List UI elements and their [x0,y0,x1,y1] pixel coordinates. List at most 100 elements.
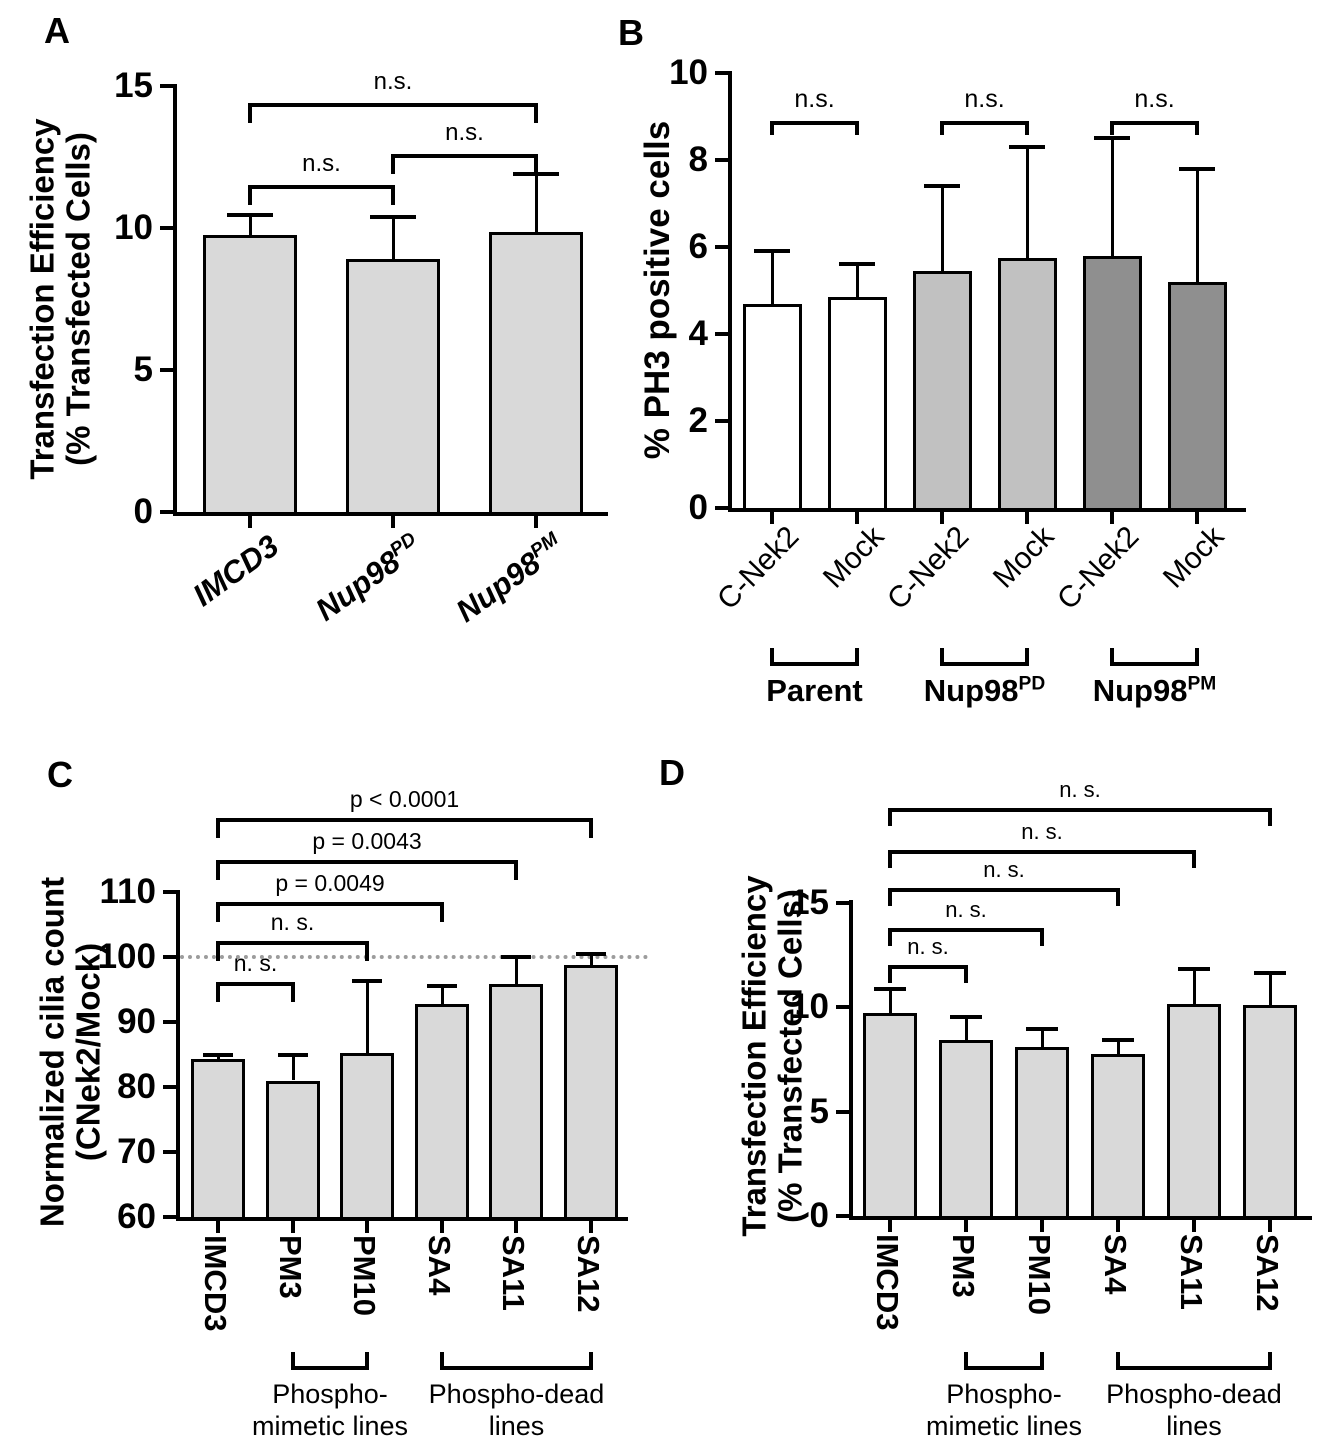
y-axis-line [728,71,732,512]
error-bar-cap [1026,1026,1058,1031]
error-bar-line [1192,969,1196,1004]
bar [827,297,887,511]
error-bar-line [391,216,395,260]
y-tick-label: 4 [688,314,708,353]
x-category-label: Nup98PM [450,528,563,629]
x-category-label: C-Nek2 [881,520,976,617]
x-category-label: C-Nek2 [1051,520,1146,617]
y-axis-line [173,84,177,516]
bar [1167,1003,1221,1219]
y-tick-label: 15 [790,882,829,922]
group-bracket [440,1352,593,1370]
bar [1015,1046,1069,1219]
error-bar-line [440,985,444,1005]
y-tick-label: 10 [114,208,153,247]
significance-label: p = 0.0043 [312,828,422,855]
error-bar-line [589,954,593,965]
y-tick [163,1215,176,1219]
error-bar-line [291,1055,295,1081]
superscript: PD [1018,673,1046,695]
significance-bracket [391,154,538,175]
x-category-label: Mock [987,520,1061,595]
x-category-label: IMCD3 [198,1235,233,1332]
significance-label: n.s. [964,84,1005,113]
error-bar-cap [427,983,457,988]
y-tick-label: 110 [99,872,156,911]
significance-bracket [888,808,1272,827]
y-tick-label: 5 [809,1091,829,1131]
panel-letter-a: A [44,10,70,51]
y-tick [163,955,176,959]
significance-label: n. s. [1059,777,1101,803]
significance-bracket [216,981,295,1002]
significance-label: n. s. [907,934,949,960]
x-tick [1110,512,1114,524]
bar [266,1080,320,1220]
group-bracket [1116,1352,1272,1370]
error-bar-line [365,981,369,1053]
x-tick [216,1221,220,1233]
significance-label: p = 0.0049 [275,869,385,896]
bar [939,1040,993,1219]
x-category-label: PM3 [273,1235,308,1299]
y-tick-label: 100 [97,937,156,976]
x-axis-line [176,1217,628,1221]
panel-letter-c: C [47,754,73,795]
bar [1082,255,1142,511]
y-tick [163,890,176,894]
error-bar-line [1268,972,1272,1005]
y-axis-label: Transfection Efficiency (% Transfected C… [23,118,96,480]
x-tick [248,516,252,528]
significance-label: n.s. [794,84,835,113]
y-tick-label: 6 [688,227,708,266]
group-label: Phospho-dead lines [428,1379,605,1442]
significance-bracket [216,901,444,922]
x-tick [1116,1220,1120,1232]
significance-label: n. s. [270,909,315,936]
error-bar-cap [352,979,382,984]
y-tick [160,510,173,514]
x-category-label: PM10 [347,1235,382,1316]
x-category-label: SA11 [496,1235,531,1311]
significance-label: n. s. [233,949,278,976]
bar [742,303,802,511]
error-bar-line [534,174,538,233]
bar [489,232,583,515]
error-bar-cap [950,1015,982,1020]
group-bracket [1110,648,1199,666]
error-bar-line [1195,168,1199,282]
error-bar-line [216,1054,220,1060]
x-tick [514,1221,518,1233]
error-bar-cap [227,213,273,218]
x-category-label: Nup98PD [308,528,420,628]
y-tick-label: 80 [117,1067,156,1106]
y-tick [715,71,728,75]
bar [912,270,972,511]
significance-label: p < 0.0001 [349,785,460,812]
y-tick [163,1150,176,1154]
x-tick [440,1221,444,1233]
error-bar-cap [754,249,790,254]
panel-letter-d: D [659,752,685,793]
y-tick [163,1020,176,1024]
group-label: Parent [766,673,863,708]
superscript: PM [527,528,563,563]
x-category-label: SA12 [1250,1234,1285,1312]
y-tick-label: 0 [809,1196,829,1235]
x-tick [365,1221,369,1233]
x-tick [1040,1220,1044,1232]
y-tick [836,1214,849,1218]
error-bar-cap [278,1053,308,1058]
reference-line [180,955,648,959]
significance-bracket [888,965,968,984]
error-bar-cap [576,952,606,957]
y-tick-label: 10 [669,53,708,92]
x-tick [1025,512,1029,524]
error-bar-line [770,251,774,304]
significance-bracket [888,887,1120,906]
significance-label: n.s. [1134,84,1175,113]
y-tick [715,419,728,423]
y-tick-label: 15 [114,66,153,105]
group-label: Phospho-mimetic lines [251,1379,409,1442]
x-category-label: PM3 [946,1234,981,1298]
